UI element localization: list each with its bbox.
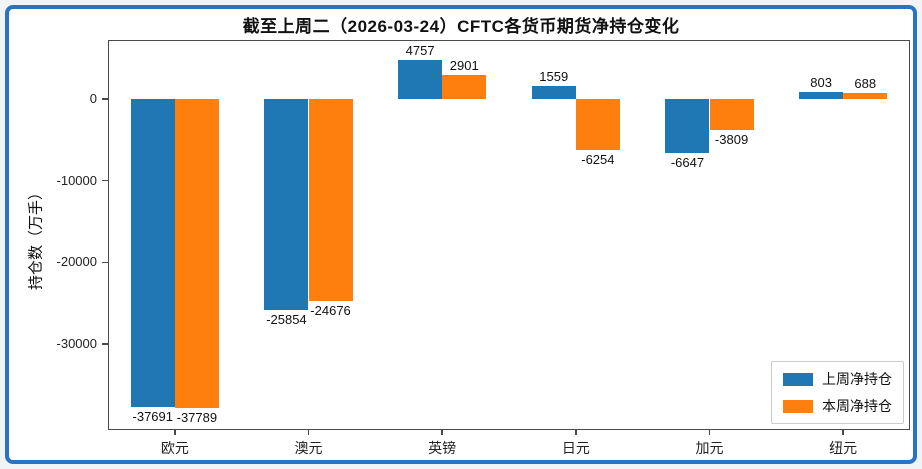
bar (130, 98, 175, 408)
x-tick-mark (174, 430, 176, 435)
y-tick-mark (102, 261, 108, 264)
bar-value-label: -37691 (132, 409, 173, 425)
bar (174, 98, 219, 408)
x-tick-label: 纽元 (829, 440, 858, 456)
x-tick-label: 英镑 (428, 440, 457, 456)
legend-entry-last-week: 上周净持仓 (783, 369, 892, 389)
bar-value-label: -3809 (714, 132, 749, 147)
y-tick-label: 0 (89, 90, 97, 106)
bar (308, 98, 353, 301)
bar-value-label: -37789 (176, 409, 218, 425)
x-tick-label: 澳元 (294, 440, 323, 456)
x-tick-label: 日元 (561, 440, 590, 456)
bar-value-label: 1559 (539, 69, 569, 85)
chart-area: 截至上周二（2026-03-24）CFTC各货币期货净持仓变化 持仓数（万手） … (9, 9, 913, 460)
legend-label: 本周净持仓 (822, 398, 892, 414)
legend-swatch (783, 372, 813, 386)
bar (398, 59, 443, 99)
legend-swatch (783, 399, 813, 413)
x-tick-mark (441, 430, 443, 435)
bar-value-label: -6254 (581, 152, 615, 167)
bar-value-label: 688 (854, 76, 877, 92)
bar-value-label: -6647 (670, 155, 705, 171)
legend: 上周净持仓 本周净持仓 (771, 361, 904, 424)
bar (575, 98, 620, 150)
y-tick-label: -30000 (56, 336, 97, 352)
bar (442, 75, 487, 99)
bar-value-label: 4757 (405, 42, 435, 58)
bar-value-label: -25854 (266, 312, 307, 328)
bar-value-label: 803 (810, 75, 832, 91)
bar (665, 98, 710, 154)
legend-entry-this-week: 本周净持仓 (783, 396, 892, 416)
y-tick-label: -20000 (56, 254, 97, 270)
bar-value-label: 2901 (449, 58, 479, 74)
x-tick-mark (575, 430, 577, 435)
x-tick-mark (842, 430, 844, 435)
x-tick-label: 加元 (695, 440, 724, 456)
bar (264, 98, 309, 311)
y-axis-label: 持仓数（万手） (27, 185, 45, 291)
y-tick-mark (102, 343, 108, 345)
bar (709, 98, 754, 130)
bar-value-label: -24676 (310, 302, 351, 318)
bar (799, 92, 844, 99)
y-tick-mark (102, 98, 108, 100)
figure-frame: 截至上周二（2026-03-24）CFTC各货币期货净持仓变化 持仓数（万手） … (5, 5, 917, 464)
x-tick-label: 欧元 (160, 440, 189, 456)
legend-label: 上周净持仓 (822, 371, 892, 387)
y-tick-mark (102, 179, 108, 182)
bar (531, 86, 576, 99)
chart-title: 截至上周二（2026-03-24）CFTC各货币期货净持仓变化 (242, 17, 680, 36)
x-tick-mark (307, 430, 310, 435)
y-tick-label: -10000 (56, 172, 97, 188)
x-tick-mark (708, 430, 711, 435)
bar (843, 93, 888, 99)
